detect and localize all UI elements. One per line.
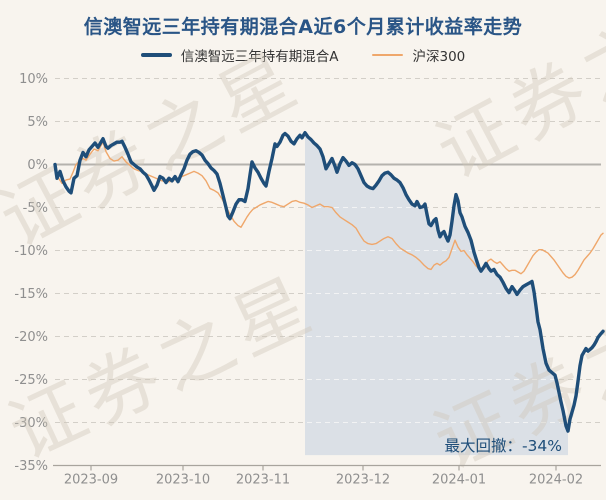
y-axis-tick-label: -15% xyxy=(14,287,48,302)
y-axis-tick-label: -35% xyxy=(14,459,48,474)
x-axis-tick-label: 2024-01 xyxy=(432,473,486,488)
index-line-swatch xyxy=(372,54,404,56)
index-line xyxy=(54,141,604,279)
x-axis-tick-label: 2024-02 xyxy=(529,473,583,488)
fund-legend-label: 信澳智远三年持有期混合A xyxy=(180,49,339,65)
legend-item-fund: 信澳智远三年持有期混合A xyxy=(140,45,339,65)
chart-title: 信澳智远三年持有期混合A近6个月累计收益率走势 xyxy=(83,16,523,38)
y-axis-tick-label: -5% xyxy=(23,201,48,216)
x-axis-tick-label: 2023-12 xyxy=(336,473,390,488)
watermark-text: 证券之星 xyxy=(423,0,606,196)
fund-line xyxy=(53,130,605,433)
y-axis-tick-label: 0% xyxy=(27,158,48,173)
watermark-text: 证券之星 xyxy=(0,260,330,477)
y-axis-tick-label: 5% xyxy=(27,115,48,130)
x-axis-tick-label: 2023-11 xyxy=(236,473,290,488)
max-drawdown-label: 最大回撤：-34% xyxy=(444,437,562,455)
chart-legend: 信澳智远三年持有期混合A 沪深300 xyxy=(0,45,606,65)
index-legend-label: 沪深300 xyxy=(412,49,466,65)
y-axis-tick-label: -20% xyxy=(14,330,48,345)
y-gridlines: 10% 5% 0% -5% -10% -15% -20% -25% -30% -35% xyxy=(14,72,601,474)
legend-item-index: 沪深300 xyxy=(372,45,465,65)
fund-line-swatch xyxy=(140,53,172,57)
y-axis-tick-label: -10% xyxy=(14,244,48,259)
watermark-text: 证券之星 xyxy=(0,34,316,264)
x-axis-tick-label: 2023-10 xyxy=(156,473,210,488)
y-axis-tick-label: -30% xyxy=(14,416,48,431)
x-axis: 2023-09 2023-10 2023-11 2023-12 2024-01 2024-… xyxy=(53,464,601,488)
x-axis-tick-label: 2023-09 xyxy=(64,473,118,488)
y-axis-tick-label: -25% xyxy=(14,373,48,388)
y-axis-tick-label: 10% xyxy=(19,72,48,87)
